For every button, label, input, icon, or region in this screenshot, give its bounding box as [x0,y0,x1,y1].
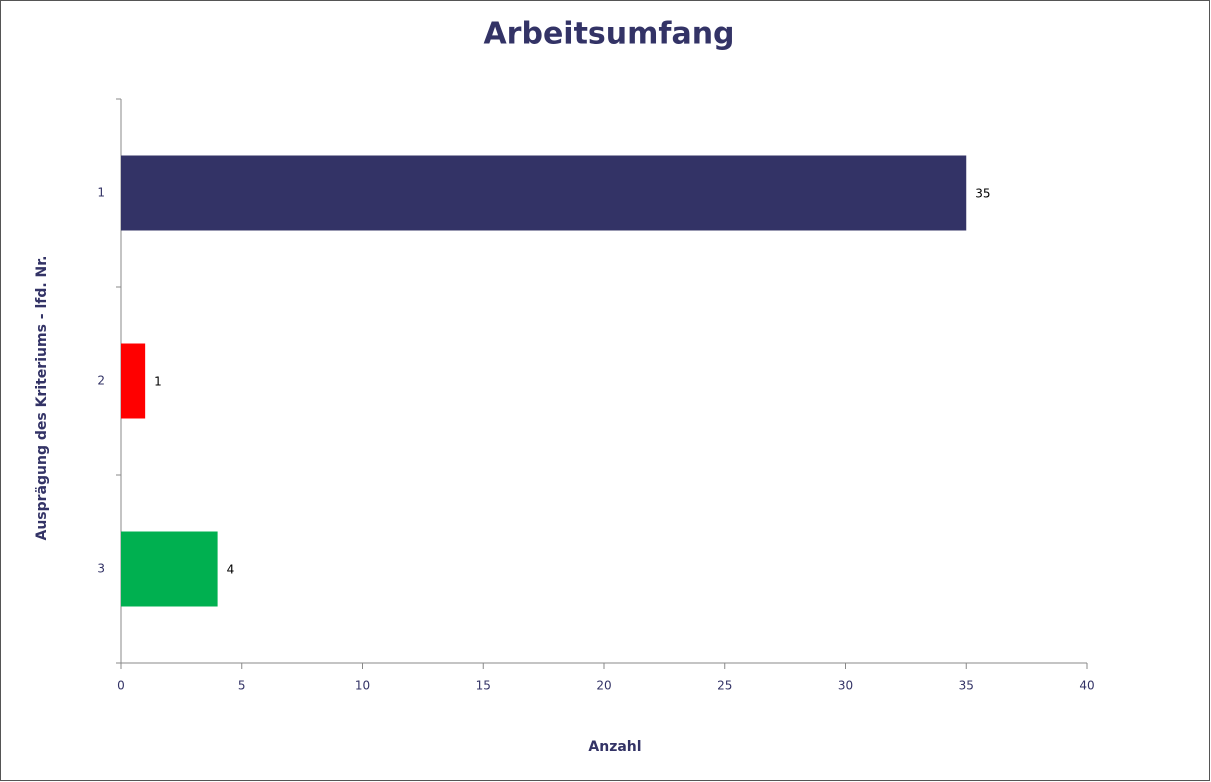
y-tick-label: 1 [97,186,105,200]
value-label: 35 [975,187,990,201]
value-label: 4 [227,563,235,577]
bar [121,155,967,231]
x-tick-label: 5 [238,679,246,693]
value-label: 1 [154,375,162,389]
x-tick-label: 30 [838,679,853,693]
x-tick-label: 20 [596,679,611,693]
y-tick-label: 3 [97,562,105,576]
x-tick-label: 35 [959,679,974,693]
y-tick-label: 2 [97,374,105,388]
x-tick-label: 0 [117,679,125,693]
x-axis-title: Anzahl [588,739,641,755]
chart-title: Arbeitsumfang [483,17,734,52]
bar [121,343,146,419]
x-tick-label: 10 [355,679,370,693]
x-tick-label: 15 [476,679,491,693]
bar [121,531,218,607]
y-axis-title: Ausprägung des Kriteriums - lfd. Nr. [34,255,50,540]
x-tick-label: 25 [717,679,732,693]
x-tick-label: 40 [1079,679,1094,693]
